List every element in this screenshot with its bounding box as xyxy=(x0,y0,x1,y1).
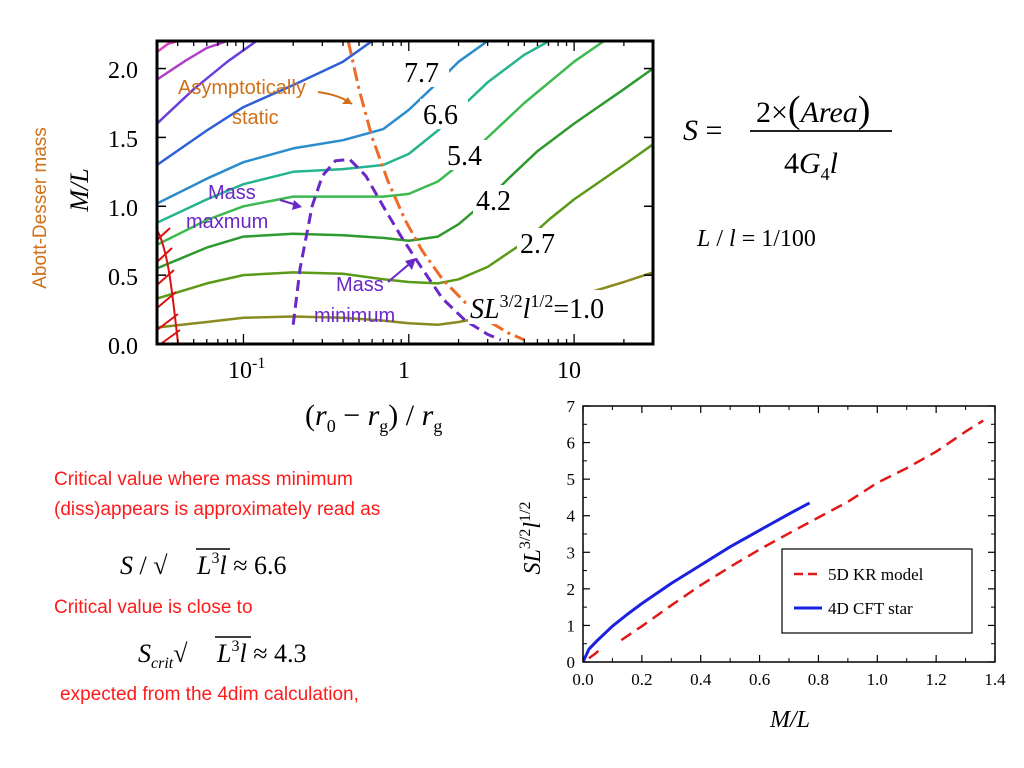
x-tick-label: 1.0 xyxy=(867,670,888,689)
contour-line xyxy=(157,41,373,167)
comparison-x-axis-label: M/L xyxy=(769,707,810,733)
contour-curves xyxy=(157,41,653,342)
contour-line xyxy=(157,41,552,224)
series-4d-cft xyxy=(583,501,811,662)
y-tick-label: 1.0 xyxy=(108,196,138,222)
contour-y-axis-label: M/L xyxy=(65,168,94,212)
formula-critical-4d: Scrit√ L3l ≈ 4.3 xyxy=(138,636,306,672)
y-tick-label: 3 xyxy=(567,543,576,562)
formula-2-left: Scrit√ xyxy=(138,639,188,672)
contour-plot-frame xyxy=(155,39,655,346)
y-tick-label: 1 xyxy=(567,616,576,635)
contour-line xyxy=(157,41,228,81)
x-tick-label: 1 xyxy=(398,358,410,384)
x-tick-label: 0.8 xyxy=(808,670,829,689)
legend-label-cft: 4D CFT star xyxy=(828,599,913,618)
comparison-series xyxy=(583,419,984,662)
excluded-region-hatch xyxy=(157,227,181,344)
x-tick-label: 0.6 xyxy=(749,670,770,689)
y-tick-label: 4 xyxy=(567,507,576,526)
contour-label-2-7: 2.7 xyxy=(520,229,555,260)
x-tick-label: 1.4 xyxy=(984,670,1006,689)
y-tick-label: 0.0 xyxy=(108,334,138,360)
contour-line xyxy=(157,67,653,270)
x-tick-label: 1.2 xyxy=(926,670,947,689)
y-tick-label: 2 xyxy=(567,580,576,599)
formula-critical-read: S / √ L3l ≈ 6.6 xyxy=(120,548,286,580)
formula-lhs: S = xyxy=(683,114,722,147)
y-tick-label: 0 xyxy=(567,653,576,672)
x-tick-label: 10-1 xyxy=(228,355,265,384)
note-line-3: Critical value is close to xyxy=(54,597,253,618)
annotation-mass-max: Mass xyxy=(208,182,256,204)
legend: 5D KR model 4D CFT star xyxy=(781,548,973,634)
formula-2-right: L3l ≈ 4.3 xyxy=(216,638,306,668)
ratio-text: L / l = 1/100 xyxy=(696,226,816,252)
contour-line xyxy=(157,41,490,205)
note-line-1: Critical value where mass minimum xyxy=(54,469,353,490)
contour-value-labels: 7.7 6.6 5.4 4.2 2.7 SL3/2l1/2=1.0 xyxy=(401,57,640,325)
comparison-axes: 0.0 0.2 0.4 0.6 0.8 1.0 1.2 1.4 0 1 2 3 4 5 6 7 xyxy=(567,397,1007,689)
legend-box xyxy=(781,548,973,634)
contour-line xyxy=(157,41,258,125)
contour-x-axis-label: (r0 − rg) / rg xyxy=(305,399,442,436)
x-tick-label: 10 xyxy=(557,358,581,384)
y-tick-label: 5 xyxy=(567,470,576,489)
annotation-arrows xyxy=(279,91,416,283)
annotation-minimum: minimum xyxy=(314,305,395,327)
entropy-formula: S = 2×(Area) 4G4l xyxy=(683,89,892,184)
contour-label-6-6: 6.6 xyxy=(423,100,458,131)
contour-chart: 10-1 1 10 2.0 1.5 1.0 0.5 0.0 M/L Abott-… xyxy=(30,39,655,436)
y-tick-label: 1.5 xyxy=(108,127,138,153)
abott-desser-label: Abott-Desser mass xyxy=(30,127,51,289)
annotation-maxmum: maxmum xyxy=(186,211,268,233)
mass-extremum-curve xyxy=(291,157,502,342)
asymptotically-static-curve xyxy=(346,41,525,342)
contour-axes xyxy=(156,41,654,345)
y-tick-label: 6 xyxy=(567,434,576,453)
note-line-2: (diss)appears is approximately read as xyxy=(54,499,380,520)
contour-label-7-7: 7.7 xyxy=(404,58,439,89)
formula-numerator: 2×(Area) xyxy=(756,89,870,131)
series-5d-kr xyxy=(588,647,602,660)
contour-label-1-0: SL3/2l1/2=1.0 xyxy=(470,291,604,325)
x-tick-label: 0.2 xyxy=(631,670,652,689)
series-5d-kr xyxy=(620,419,984,642)
x-tick-label: 0.4 xyxy=(690,670,712,689)
formula-denominator: 4G4l xyxy=(784,147,838,184)
formula-1-right: L3l ≈ 6.6 xyxy=(196,550,286,580)
contour-line xyxy=(157,143,653,300)
contour-line xyxy=(157,41,607,246)
y-tick-label: 2.0 xyxy=(108,58,138,84)
contour-line xyxy=(157,41,179,54)
legend-label-kr: 5D KR model xyxy=(828,565,924,584)
comparison-y-axis-label: SL3/2l1/2 xyxy=(517,502,546,575)
y-tick-label: 0.5 xyxy=(108,265,138,291)
note-line-4: expected from the 4dim calculation, xyxy=(60,684,359,705)
contour-label-4-2: 4.2 xyxy=(476,186,511,217)
comparison-chart: 0.0 0.2 0.4 0.6 0.8 1.0 1.2 1.4 0 1 2 3 4 5 6 7 5D KR m… xyxy=(517,397,1006,733)
annotation-asymptotically: Asymptotically xyxy=(178,77,306,99)
annotation-static: static xyxy=(232,107,279,129)
annotation-mass-min: Mass xyxy=(336,274,384,296)
x-tick-label: 0.0 xyxy=(572,670,593,689)
formula-1-left: S / √ xyxy=(120,551,168,580)
y-tick-label: 7 xyxy=(567,397,576,416)
contour-label-5-4: 5.4 xyxy=(447,141,482,172)
